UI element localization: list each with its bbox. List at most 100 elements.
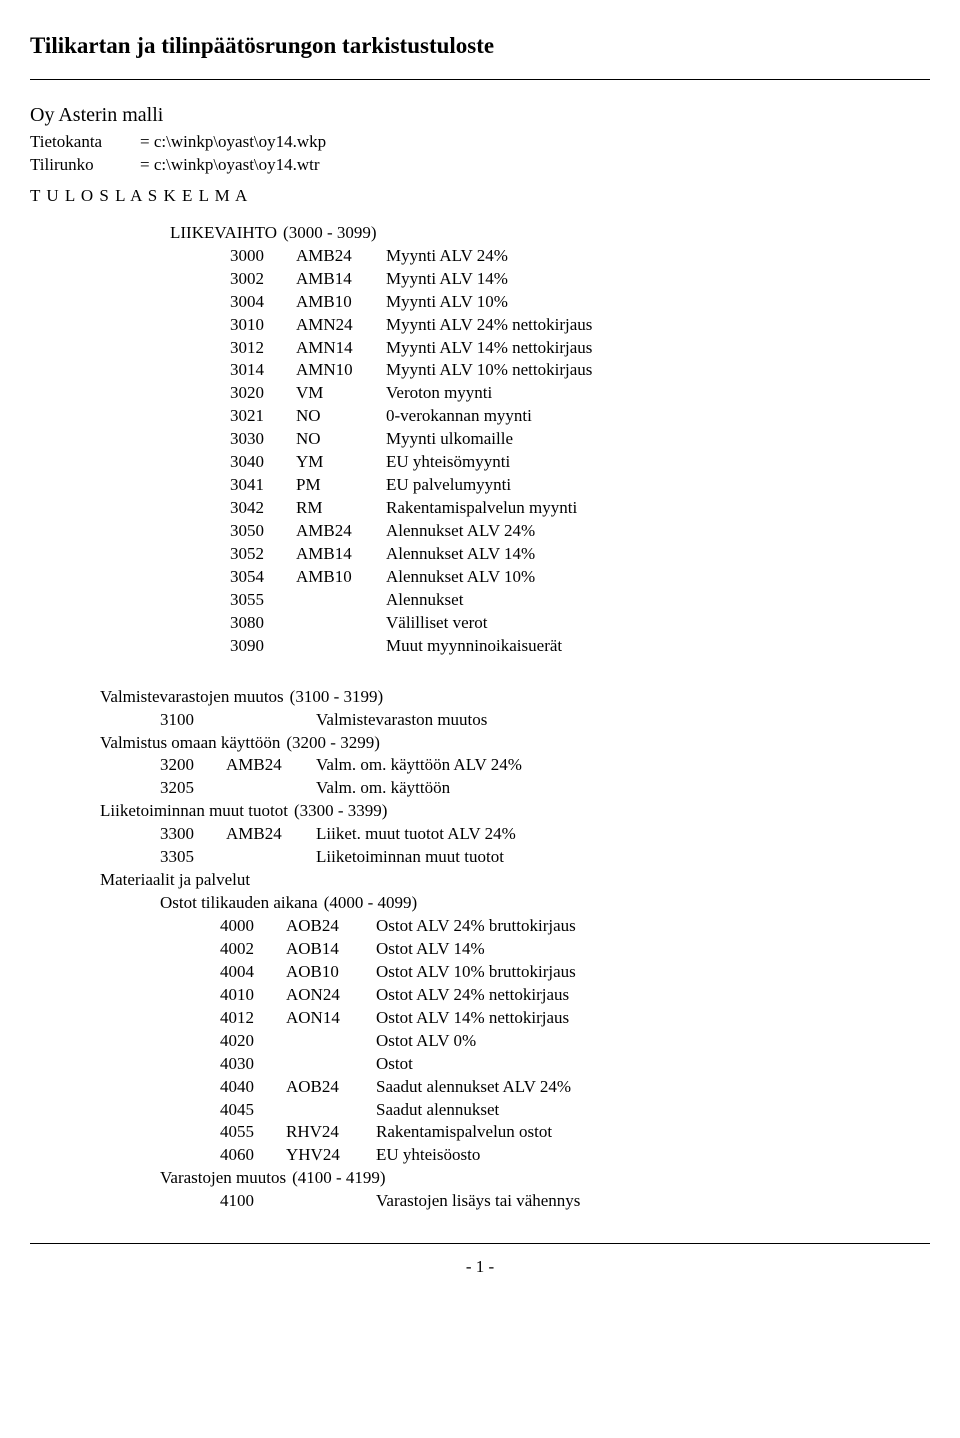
account-row: 3014AMN10Myynti ALV 10% nettokirjaus <box>170 359 930 382</box>
account-number: 4012 <box>220 1007 286 1030</box>
account-description: Rakentamispalvelun myynti <box>386 497 577 520</box>
account-number: 4010 <box>220 984 286 1007</box>
account-description: Ostot ALV 24% bruttokirjaus <box>376 915 576 938</box>
account-number: 3020 <box>230 382 296 405</box>
account-code: RM <box>296 497 386 520</box>
account-description: Liiket. muut tuotot ALV 24% <box>316 823 516 846</box>
account-row: 4060YHV24EU yhteisöosto <box>160 1144 930 1167</box>
group1-label: LIIKEVAIHTO <box>170 222 277 245</box>
account-code <box>286 1053 376 1076</box>
group3a-range: (4000 - 4099) <box>324 892 417 915</box>
account-description: Ostot ALV 10% bruttokirjaus <box>376 961 576 984</box>
account-number: 3205 <box>160 777 226 800</box>
account-description: Ostot ALV 14% <box>376 938 485 961</box>
account-row: 3041PMEU palvelumyynti <box>170 474 930 497</box>
account-description: Alennukset <box>386 589 463 612</box>
account-number: 4002 <box>220 938 286 961</box>
group3b-label: Varastojen muutos <box>160 1167 286 1190</box>
account-row: 3000AMB24Myynti ALV 24% <box>170 245 930 268</box>
account-description: Rakentamispalvelun ostot <box>376 1121 552 1144</box>
account-row: 4045Saadut alennukset <box>160 1099 930 1122</box>
account-row: 4100 Varastojen lisäys tai vähennys <box>160 1190 930 1213</box>
group-valmistevarastojen: Valmistevarastojen muutos (3100 - 3199) … <box>100 686 930 1214</box>
account-description: Varastojen lisäys tai vähennys <box>376 1190 580 1213</box>
account-code: AMN14 <box>296 337 386 360</box>
account-description: Muut myynninoikaisuerät <box>386 635 562 658</box>
account-number: 3030 <box>230 428 296 451</box>
group2c-label: Liiketoiminnan muut tuotot <box>100 800 288 823</box>
account-description: Veroton myynti <box>386 382 492 405</box>
account-row: 3090Muut myynninoikaisuerät <box>170 635 930 658</box>
meta-template: Tilirunko = c:\winkp\oyast\oy14.wtr <box>30 154 930 177</box>
page-title: Tilikartan ja tilinpäätösrungon tarkistu… <box>30 30 930 61</box>
account-number: 3041 <box>230 474 296 497</box>
account-number: 3054 <box>230 566 296 589</box>
account-code: AMN24 <box>296 314 386 337</box>
account-description: Ostot ALV 0% <box>376 1030 476 1053</box>
account-number: 4030 <box>220 1053 286 1076</box>
page-number: - 1 - <box>30 1256 930 1279</box>
account-description: Myynti ALV 24% <box>386 245 508 268</box>
account-code: AOB24 <box>286 915 376 938</box>
account-description: EU palvelumyynti <box>386 474 511 497</box>
account-description: Myynti ALV 10% nettokirjaus <box>386 359 592 382</box>
account-code: AMB10 <box>296 566 386 589</box>
account-code: NO <box>296 428 386 451</box>
account-code: AMB24 <box>226 823 316 846</box>
account-row: 3055Alennukset <box>170 589 930 612</box>
account-number: 4100 <box>220 1190 286 1213</box>
account-row: 3021NO0-verokannan myynti <box>170 405 930 428</box>
account-row: 4055RHV24Rakentamispalvelun ostot <box>160 1121 930 1144</box>
account-code: AMB10 <box>296 291 386 314</box>
account-code: AMB24 <box>296 520 386 543</box>
account-number: 3080 <box>230 612 296 635</box>
group2b-label: Valmistus omaan käyttöön <box>100 732 280 755</box>
group3b-range: (4100 - 4199) <box>292 1167 385 1190</box>
account-code <box>296 589 386 612</box>
account-code: RHV24 <box>286 1121 376 1144</box>
account-code <box>226 709 316 732</box>
account-row: 3052AMB14Alennukset ALV 14% <box>170 543 930 566</box>
group2a-label: Valmistevarastojen muutos <box>100 686 284 709</box>
account-description: Ostot <box>376 1053 413 1076</box>
account-row: 4010AON24Ostot ALV 24% nettokirjaus <box>160 984 930 1007</box>
account-number: 3040 <box>230 451 296 474</box>
account-description: Valm. om. käyttöön ALV 24% <box>316 754 522 777</box>
account-row: 4030 Ostot <box>160 1053 930 1076</box>
account-row: 3200AMB24Valm. om. käyttöön ALV 24% <box>100 754 930 777</box>
account-row: 3050AMB24Alennukset ALV 24% <box>170 520 930 543</box>
account-code: AMB14 <box>296 268 386 291</box>
account-code: AMB14 <box>296 543 386 566</box>
account-row: 4002AOB14Ostot ALV 14% <box>160 938 930 961</box>
account-code <box>286 1030 376 1053</box>
account-description: Myynti ALV 24% nettokirjaus <box>386 314 592 337</box>
account-row: 4000AOB24Ostot ALV 24% bruttokirjaus <box>160 915 930 938</box>
account-number: 3012 <box>230 337 296 360</box>
account-description: Alennukset ALV 10% <box>386 566 535 589</box>
account-row: 3054AMB10Alennukset ALV 10% <box>170 566 930 589</box>
account-number: 4055 <box>220 1121 286 1144</box>
account-code <box>296 612 386 635</box>
group1-range: (3000 - 3099) <box>283 222 376 245</box>
account-description: Saadut alennukset <box>376 1099 499 1122</box>
account-code: YHV24 <box>286 1144 376 1167</box>
account-description: Alennukset ALV 24% <box>386 520 535 543</box>
account-description: Saadut alennukset ALV 24% <box>376 1076 571 1099</box>
account-row: 3205Valm. om. käyttöön <box>100 777 930 800</box>
account-number: 3200 <box>160 754 226 777</box>
account-number: 3002 <box>230 268 296 291</box>
account-number: 3305 <box>160 846 226 869</box>
group2d-label: Materiaalit ja palvelut <box>100 869 250 892</box>
account-description: Valmistevaraston muutos <box>316 709 487 732</box>
account-number: 3050 <box>230 520 296 543</box>
account-code: AOB10 <box>286 961 376 984</box>
account-description: Välilliset verot <box>386 612 488 635</box>
meta-tmpl-value: = c:\winkp\oyast\oy14.wtr <box>140 154 320 177</box>
account-row: 3002AMB14Myynti ALV 14% <box>170 268 930 291</box>
account-number: 3014 <box>230 359 296 382</box>
meta-tmpl-label: Tilirunko <box>30 154 140 177</box>
account-description: Myynti ulkomaille <box>386 428 513 451</box>
account-description: Myynti ALV 10% <box>386 291 508 314</box>
group2c-range: (3300 - 3399) <box>294 800 387 823</box>
meta-db-label: Tietokanta <box>30 131 140 154</box>
